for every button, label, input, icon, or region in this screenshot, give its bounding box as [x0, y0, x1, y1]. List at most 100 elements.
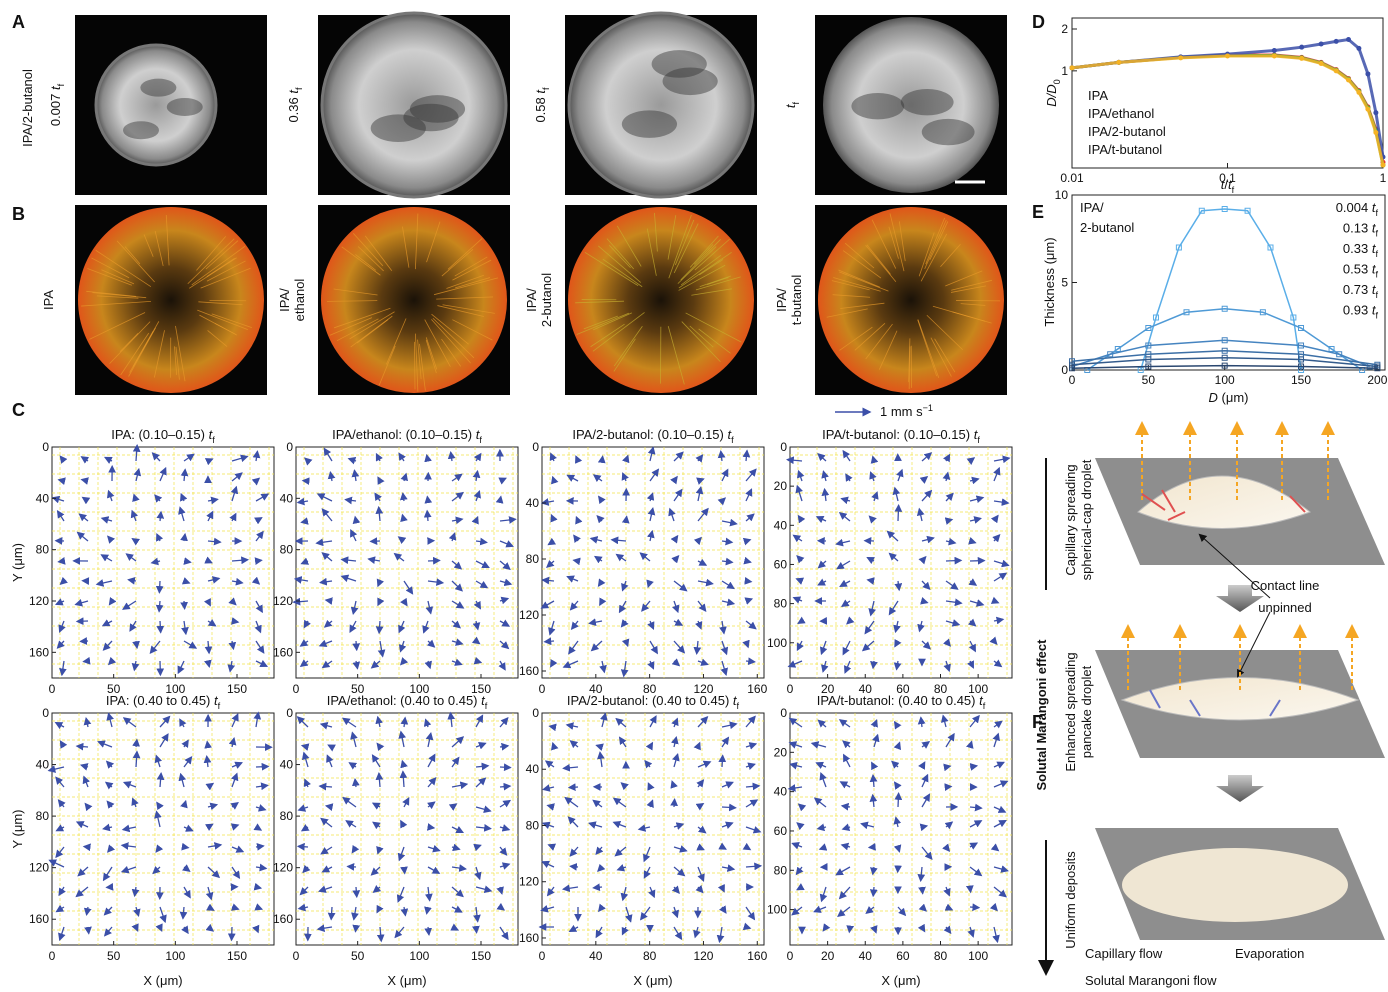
x-tick-label: 0 [539, 682, 546, 696]
y-tick-label: 1 [1061, 64, 1068, 78]
y-tick-label: 0 [42, 440, 49, 454]
x-tick-label: 50 [107, 949, 121, 963]
y-tick-label: 20 [774, 479, 788, 493]
y-tick-label: 100 [767, 903, 787, 917]
time-label-part: f [294, 87, 304, 90]
flow-arrow [500, 786, 510, 787]
x-tick-label: 0.01 [1060, 171, 1084, 185]
flow-arrow [574, 560, 578, 561]
flow-arrow [356, 641, 357, 650]
time-label-part: f [541, 87, 551, 90]
x-tick-label: 100 [409, 949, 429, 963]
x-tick-label: 160 [747, 682, 767, 696]
panel-label: D [1032, 12, 1045, 32]
flow-arrow [427, 497, 428, 501]
time-label-part: f [56, 83, 66, 86]
panel-label: E [1032, 202, 1044, 222]
y-tick-label: 120 [29, 594, 49, 608]
mixture-label: IPA [41, 290, 56, 310]
flow-arrow [160, 621, 161, 632]
plot-title: IPA/ethanol: (0.10–0.15) tf [332, 427, 482, 445]
flow-arrow [355, 927, 356, 931]
mixture-label: t-butanol [789, 275, 804, 326]
flow-arrow [873, 887, 874, 896]
trajectory-image [78, 207, 264, 393]
plot-frame [52, 713, 274, 945]
y-tick-label: 40 [280, 491, 294, 505]
x-tick-label: 0 [49, 949, 56, 963]
flow-arrow [626, 517, 627, 521]
data-point [1319, 42, 1324, 47]
legend-entry: 0.93 tf [1343, 303, 1379, 321]
x-tick-label: 0 [293, 682, 300, 696]
data-point [1178, 55, 1183, 60]
data-point [1365, 71, 1370, 76]
flow-arrow [970, 887, 971, 892]
plot-title-part: IPA: (0.10–0.15) [111, 427, 208, 442]
texture [123, 121, 159, 139]
y-tick-label: 80 [526, 552, 540, 566]
annotation: 2-butanol [1080, 220, 1134, 235]
data-point [1334, 39, 1339, 44]
legend-entry-part: f [1375, 311, 1378, 321]
flow-arrow [348, 866, 356, 867]
flow-arrow [84, 661, 88, 662]
x-tick-label: 20 [821, 949, 835, 963]
y-tick-label: 2 [1061, 22, 1068, 36]
data-point [1319, 61, 1324, 66]
y-tick-label: 160 [273, 645, 293, 659]
legend-entry: 0.13 tf [1343, 221, 1379, 239]
plot-title-part: f [212, 435, 215, 445]
x-tick-label: 0 [293, 949, 300, 963]
x-tick-label: 1 [1380, 171, 1387, 185]
data-point [1346, 77, 1351, 82]
plot-frame [296, 447, 518, 678]
y-tick-label: 160 [29, 645, 49, 659]
legend-entry: IPA/2-butanol [1088, 124, 1166, 139]
plot-title-part: IPA/t-butanol: (0.10–0.15) [822, 427, 974, 442]
data-point [1225, 53, 1230, 58]
flow-arrow [256, 560, 262, 561]
stage-label: Enhanced spreading [1063, 652, 1078, 771]
step-arrow [1216, 775, 1264, 802]
y-tick-label: 40 [774, 518, 788, 532]
data-point [1299, 56, 1304, 61]
flow-arrow [355, 517, 356, 521]
x-tick-label: 150 [227, 949, 247, 963]
y-tick-label: 0 [780, 440, 787, 454]
y-tick-label: 40 [280, 758, 294, 772]
flow-arrow [298, 846, 308, 847]
flow-arrow [427, 511, 428, 521]
x-tick-label: 0 [539, 949, 546, 963]
y-tick-label: 0 [286, 706, 293, 720]
time-label: tf [783, 101, 801, 108]
x-axis-label: X (μm) [633, 973, 672, 988]
flow-arrow [428, 560, 440, 561]
flow-arrow [570, 866, 578, 867]
schematic [1046, 458, 1385, 972]
stage-label: Uniform deposits [1063, 851, 1078, 949]
scale-label: 1 mm s−1 [880, 403, 933, 419]
y-axis-label: Thickness (μm) [1042, 237, 1057, 326]
x-axis-label-part: f [1232, 185, 1235, 195]
data-point [1070, 65, 1075, 70]
plot-title: IPA/2-butanol: (0.40 to 0.45) tf [567, 693, 740, 711]
legend-entry: 0.004 tf [1336, 200, 1379, 218]
y-tick-label: 120 [273, 594, 293, 608]
y-tick-label: 80 [36, 543, 50, 557]
flow-arrow [849, 927, 850, 932]
stage-label: Capillary spreading [1063, 464, 1078, 575]
flow-arrow [136, 740, 137, 747]
flow-arrow [946, 766, 950, 767]
x-tick-label: 40 [859, 949, 873, 963]
panel-label: A [12, 12, 25, 32]
trajectory-image [321, 207, 507, 393]
mixture-label: IPA/ [524, 288, 539, 312]
plot-title: IPA: (0.40 to 0.45) tf [106, 693, 221, 711]
y-tick-label: 60 [774, 824, 788, 838]
time-label-part: 0.007 [48, 90, 63, 126]
legend-entry-part: 0.73 [1343, 282, 1372, 297]
data-point [1373, 130, 1378, 135]
plot-title-part: IPA/2-butanol: (0.10–0.15) [572, 427, 727, 442]
x-tick-label: 80 [934, 949, 948, 963]
